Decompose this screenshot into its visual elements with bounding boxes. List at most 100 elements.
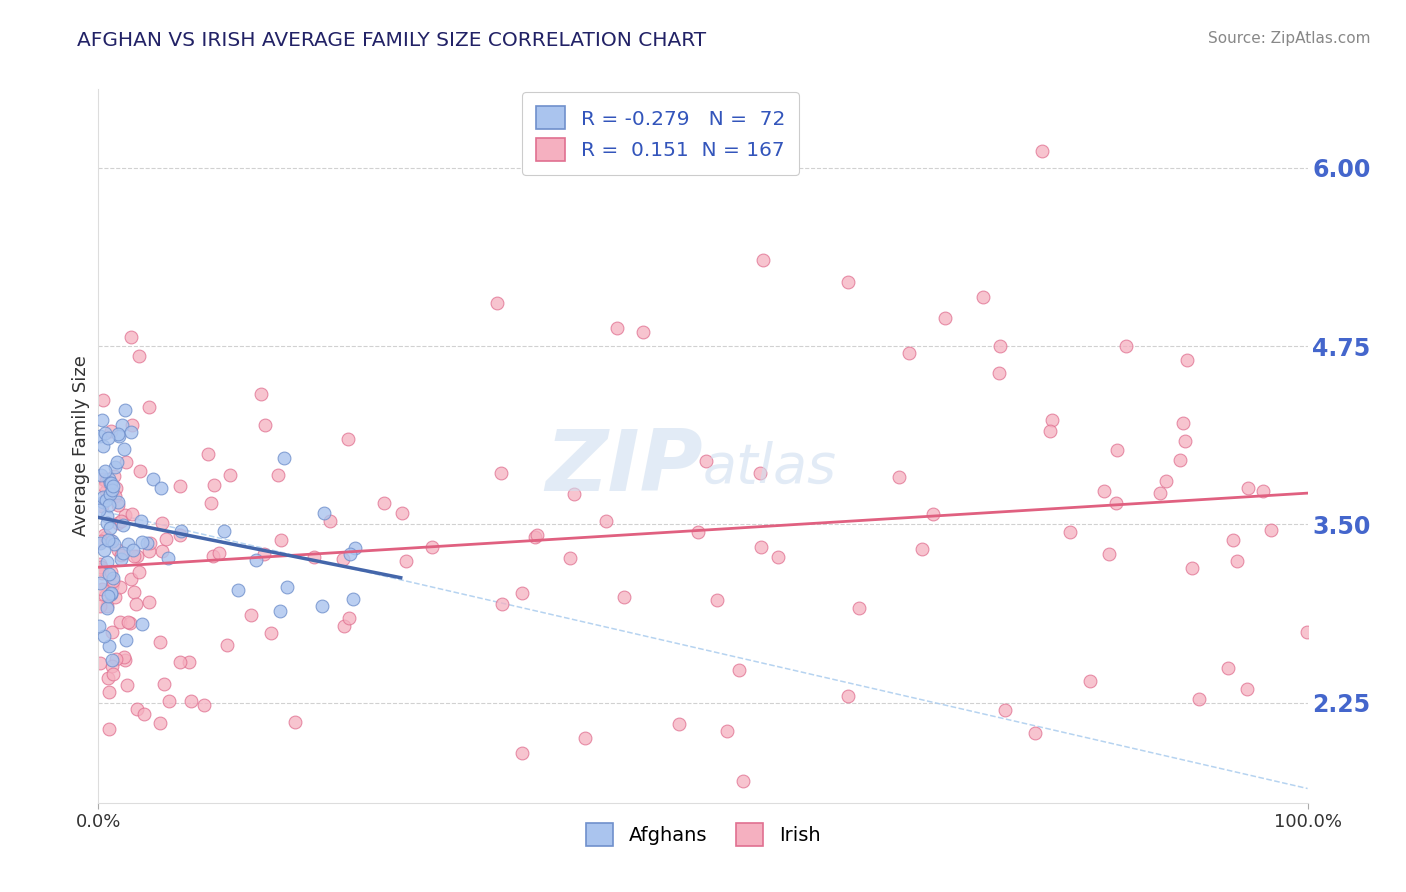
Point [98,521,121,535]
Point [613,590,636,604]
Point [96,509,118,524]
Point [114,653,136,667]
Point [1251,483,1274,498]
Point [132,706,155,721]
Point [1295,625,1317,640]
Point [93,629,115,643]
Point [631,325,654,339]
Point [104,489,127,503]
Point [153,677,176,691]
Point [104,651,127,665]
Point [97,431,120,445]
Point [117,615,139,629]
Point [98,533,121,547]
Point [101,624,124,639]
Point [972,290,994,304]
Point [749,467,772,481]
Point [848,600,870,615]
Point [108,615,131,630]
Point [124,584,146,599]
Point [111,517,134,532]
Point [112,650,135,665]
Point [254,417,277,432]
Point [89,576,111,591]
Legend: Afghans, Irish: Afghans, Irish [578,815,828,854]
Point [111,417,134,432]
Point [101,572,124,586]
Point [107,494,129,508]
Point [91,490,114,504]
Point [122,542,145,557]
Point [96,493,118,508]
Point [124,549,146,563]
Point [1260,523,1282,537]
Point [107,427,129,442]
Point [90,560,112,574]
Point [128,349,150,363]
Point [101,534,124,549]
Point [96,516,118,530]
Point [253,547,276,561]
Y-axis label: Average Family Size: Average Family Size [72,356,90,536]
Point [574,731,596,745]
Point [101,653,124,667]
Point [510,586,533,600]
Point [688,525,710,540]
Point [1175,353,1198,368]
Point [91,495,114,509]
Point [98,472,121,486]
Point [127,549,149,564]
Point [93,479,115,493]
Point [110,548,132,562]
Point [911,541,934,556]
Point [90,534,112,549]
Point [180,694,202,708]
Point [103,537,125,551]
Point [90,562,112,576]
Point [342,592,364,607]
Point [169,524,191,538]
Point [491,597,513,611]
Point [988,366,1011,380]
Point [98,476,121,491]
Point [934,310,956,325]
Point [1154,475,1177,489]
Point [90,467,112,482]
Point [107,542,129,557]
Point [125,597,148,611]
Point [922,507,945,521]
Point [695,454,717,468]
Point [728,663,751,677]
Point [1174,434,1197,449]
Point [115,455,138,469]
Point [314,506,336,520]
Point [91,582,114,596]
Point [136,535,159,549]
Point [100,476,122,491]
Point [250,387,273,401]
Point [98,487,121,501]
Point [121,417,143,432]
Point [121,508,143,522]
Point [526,527,548,541]
Point [142,472,165,486]
Point [273,450,295,465]
Point [595,514,617,528]
Point [752,253,775,268]
Point [179,655,201,669]
Point [129,464,152,478]
Point [1098,547,1121,561]
Point [1107,443,1129,458]
Point [155,532,177,546]
Point [139,536,162,550]
Point [486,296,509,310]
Point [731,774,754,789]
Point [101,483,124,497]
Point [837,689,859,703]
Point [111,546,134,560]
Text: Source: ZipAtlas.com: Source: ZipAtlas.com [1208,31,1371,46]
Point [201,549,224,563]
Point [284,714,307,729]
Point [93,528,115,542]
Point [420,541,443,555]
